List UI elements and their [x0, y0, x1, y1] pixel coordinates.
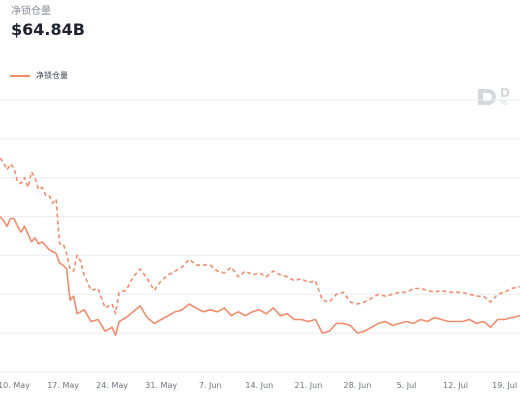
watermark-text: D	[500, 86, 510, 100]
watermark-subtext: Yo	[500, 99, 508, 107]
x-axis-ticks: 10. May 17. May 24. May 31. May 7. Jun 14. Ju…	[0, 381, 517, 390]
grid-layer	[0, 99, 520, 373]
x-tick-label: 7. Jun	[199, 381, 222, 390]
series-line-dashed[interactable]	[0, 157, 520, 315]
x-tick-label: 19. Jul	[492, 381, 517, 390]
watermark: D Yo	[476, 86, 510, 108]
tvl-metric-value: $64.84B	[11, 20, 85, 39]
x-tick-label: 28. Jun	[344, 381, 372, 390]
x-tick-label: 31. May	[145, 381, 177, 390]
series-layer	[0, 157, 520, 336]
brand-logo-icon	[478, 89, 496, 105]
chart-legend[interactable]: 净锁仓量	[10, 70, 68, 81]
x-tick-label: 21. Jun	[295, 381, 323, 390]
legend-label: 净锁仓量	[36, 71, 68, 80]
x-tick-label: 12. Jul	[443, 381, 468, 390]
x-tick-label: 5. Jul	[397, 381, 417, 390]
x-tick-label: 14. Jun	[245, 381, 273, 390]
tvl-metric-label: 净锁仓量	[11, 6, 51, 17]
x-tick-label: 17. May	[47, 381, 79, 390]
x-tick-label: 24. May	[96, 381, 128, 390]
legend-swatch	[10, 74, 30, 77]
tvl-header: 净锁仓量 $64.84B	[11, 6, 85, 40]
series-line-solid[interactable]	[0, 216, 520, 336]
x-tick-label: 10. May	[0, 381, 30, 390]
